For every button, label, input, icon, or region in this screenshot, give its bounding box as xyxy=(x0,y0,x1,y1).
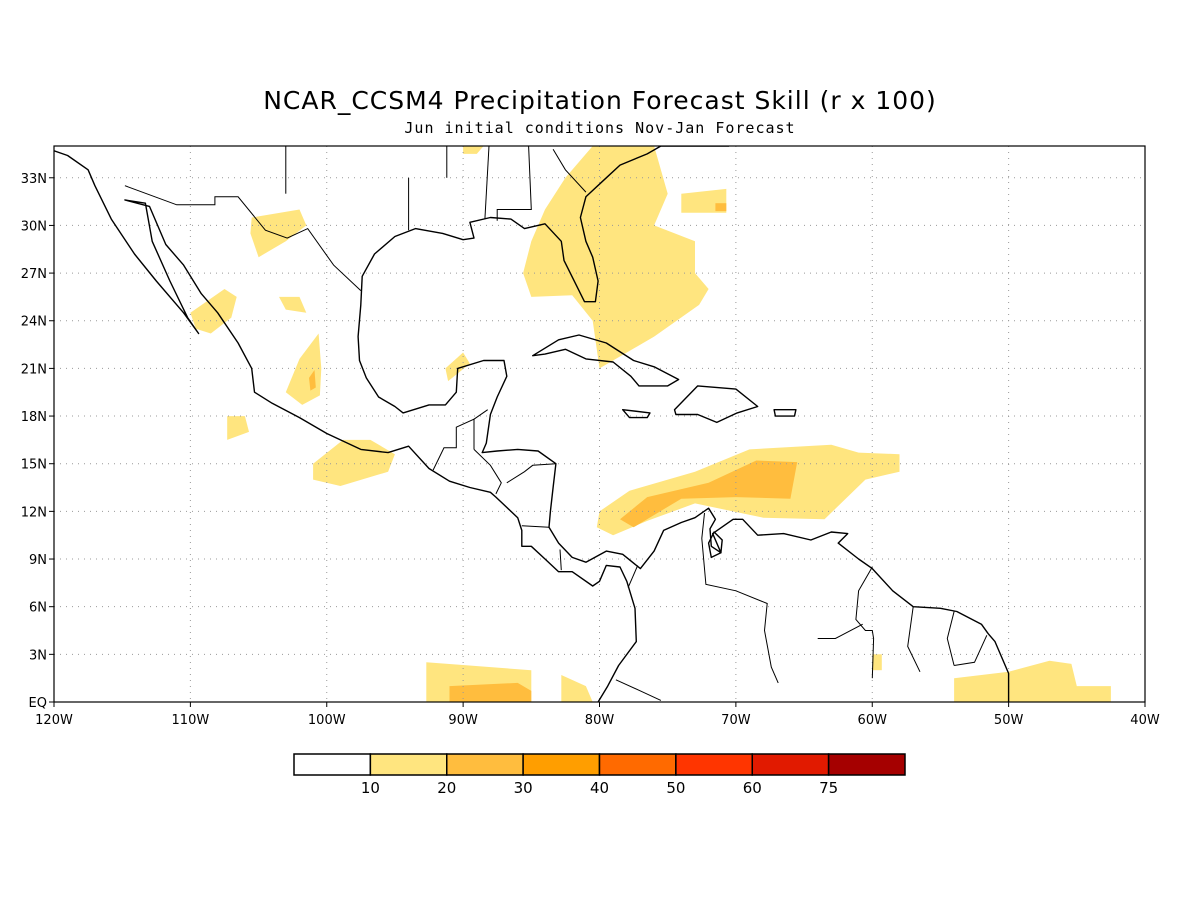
border-central-america-2 xyxy=(506,463,556,484)
coastline-lake-maracaibo xyxy=(707,531,723,559)
border-us-states-6 xyxy=(552,148,587,193)
colorbar-label: 20 xyxy=(437,779,456,797)
skill-region-yucatan-patch xyxy=(445,352,470,382)
colorbar-swatch xyxy=(827,753,906,776)
skill-region-galapagos-east xyxy=(561,675,593,702)
skill-region-mexico-small xyxy=(279,296,307,313)
lon-tick-label: 60W xyxy=(858,713,888,728)
skill-region-guyana-small xyxy=(872,654,882,671)
colorbar-label: 75 xyxy=(819,779,838,797)
border-colombia-venezuela xyxy=(701,512,779,684)
coastline-gulf-caribbean-coast xyxy=(357,146,1010,702)
lon-tick-label: 100W xyxy=(308,713,346,728)
border-colombia-ecuador xyxy=(615,679,662,701)
skill-region-mexico-central-core xyxy=(309,370,316,391)
lon-axis: 120W 110W 100W 90W 80W 70W 60W 50W 40W xyxy=(35,702,1160,728)
lon-tick-label: 120W xyxy=(35,713,73,728)
border-central-america-4 xyxy=(559,549,562,571)
coastlines xyxy=(54,146,1010,702)
colorbar-label: 40 xyxy=(590,779,609,797)
border-venezuela-guyana xyxy=(855,566,875,679)
coastline-mexico-pacific-coast xyxy=(54,150,637,702)
lat-tick-label: 12N xyxy=(21,505,47,520)
colorbar-swatch xyxy=(598,753,677,776)
border-us-states-5 xyxy=(496,146,532,221)
skill-region-equatorial-pacific-core xyxy=(449,682,532,702)
coastline-hispaniola xyxy=(673,385,759,424)
country-borders xyxy=(124,146,988,701)
colorbar-swatch xyxy=(522,753,601,776)
lat-tick-label: 6N xyxy=(29,601,47,616)
skill-region-georgia-coast xyxy=(463,146,484,154)
lon-tick-label: 90W xyxy=(448,713,478,728)
lat-tick-label: 15N xyxy=(21,458,47,473)
lat-tick-label: 18N xyxy=(21,410,47,425)
colorbar-swatch xyxy=(369,753,448,776)
border-central-america-3 xyxy=(521,525,550,528)
lat-tick-label: 27N xyxy=(21,267,47,282)
lat-tick-label: 33N xyxy=(21,172,47,187)
colorbar-swatch xyxy=(446,753,524,776)
chart-title: NCAR_CCSM4 Precipitation Forecast Skill … xyxy=(263,86,937,115)
border-mexico-guatemala xyxy=(432,418,475,471)
skill-region-texas-patch xyxy=(250,209,307,258)
lon-tick-label: 70W xyxy=(721,713,751,728)
lat-tick-label: 30N xyxy=(21,219,47,234)
colorbar-label: 60 xyxy=(743,779,762,797)
border-brazil-venezuela xyxy=(817,623,863,639)
colorbar: 10 20 30 40 50 60 75 xyxy=(293,753,906,797)
lat-tick-label: 9N xyxy=(29,553,47,568)
lon-tick-label: 50W xyxy=(994,713,1024,728)
lon-tick-label: 40W xyxy=(1130,713,1160,728)
border-suriname-guiana xyxy=(946,611,955,666)
border-belize-guatemala xyxy=(473,409,488,420)
skill-region-atlantic-patch-core xyxy=(715,203,727,212)
skill-region-caribbean-band-core xyxy=(620,460,798,528)
border-central-america-1 xyxy=(473,449,502,495)
border-us-states-4 xyxy=(484,146,490,220)
skill-region-atlantic-patch xyxy=(681,188,727,213)
coastline-cuba xyxy=(532,334,680,387)
colorbar-label: 30 xyxy=(514,779,533,797)
skill-region-mexico-central xyxy=(285,333,322,405)
lat-tick-label: 21N xyxy=(21,362,47,377)
border-guiana-brazil xyxy=(954,635,988,666)
lat-tick-label: EQ xyxy=(29,696,47,711)
coastline-puerto-rico xyxy=(773,409,797,417)
border-us-mexico xyxy=(124,185,362,291)
colorbar-swatch xyxy=(293,753,372,776)
skill-region-brazil-coast xyxy=(954,660,1111,702)
lon-tick-label: 110W xyxy=(172,713,210,728)
skill-region-baja-sierra xyxy=(190,289,237,334)
lat-tick-label: 3N xyxy=(29,648,47,663)
lon-tick-label: 80W xyxy=(585,713,615,728)
colorbar-label: 50 xyxy=(666,779,685,797)
colorbar-swatch xyxy=(675,753,753,776)
coastline-jamaica xyxy=(622,409,651,419)
colorbar-swatch xyxy=(751,753,830,776)
lat-axis: EQ 3N 6N 9N 12N 15N 18N 21N 24N 27N 30N 33N xyxy=(21,172,54,711)
skill-regions xyxy=(190,146,1111,702)
colorbar-label: 10 xyxy=(361,779,380,797)
border-panama-colombia xyxy=(627,565,639,588)
border-guyana-suriname xyxy=(907,606,921,673)
lat-tick-label: 24N xyxy=(21,315,47,330)
skill-region-florida-atlantic xyxy=(523,146,709,369)
chart-subtitle: Jun initial conditions Nov-Jan Forecast xyxy=(404,119,796,137)
skill-region-mexico-west-small xyxy=(227,416,249,440)
